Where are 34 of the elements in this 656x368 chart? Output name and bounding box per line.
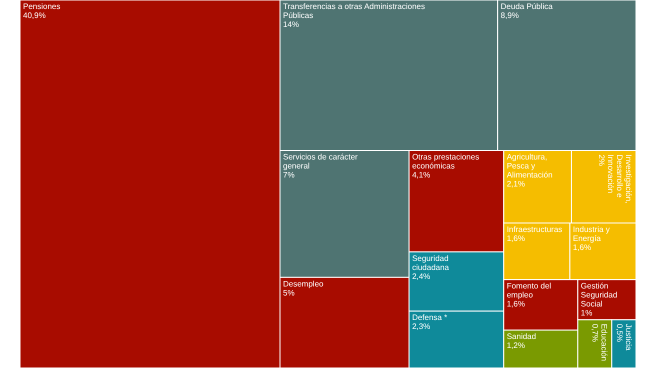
data-label: 1,2% xyxy=(506,341,525,350)
data-label: 2% xyxy=(597,154,606,166)
data-label: 1% xyxy=(580,308,592,318)
category-label: Seguridad ciudadana xyxy=(412,254,450,272)
category-label: Servicios de carácter general xyxy=(283,152,358,170)
data-label: 14% xyxy=(283,20,300,29)
data-label: 1,6% xyxy=(506,300,525,309)
data-label: 5% xyxy=(283,288,295,298)
data-label: 1,6% xyxy=(506,234,525,243)
data-label: 40,9% xyxy=(23,11,46,20)
category-label: Investigación, Desarrollo e Innovación xyxy=(606,154,633,204)
category-label: Transferencias a otras Administraciones Públicas xyxy=(283,2,426,20)
data-label: 7% xyxy=(283,170,295,180)
category-label: Deuda Pública xyxy=(500,2,554,11)
data-label: 2,1% xyxy=(506,179,525,188)
category-label: Defensa * xyxy=(412,313,448,322)
data-label: 8,9% xyxy=(500,11,519,20)
data-label: 0,5% xyxy=(615,324,624,342)
data-label: 2,4% xyxy=(412,272,430,281)
data-label: 1,6% xyxy=(572,242,592,252)
category-label: Infraestructuras xyxy=(506,224,562,234)
category-label: Pensiones xyxy=(23,2,60,11)
category-label: Gestión Seguridad Social xyxy=(580,282,618,309)
category-label: Industria y Energía xyxy=(572,224,610,243)
category-label: Educación xyxy=(600,324,609,362)
data-label: 4,1% xyxy=(412,170,430,180)
data-label: 2,3% xyxy=(412,322,430,332)
category-label: Sanidad xyxy=(506,332,536,342)
category-label: Agricultura, Pesca y Alimentación xyxy=(506,152,553,180)
category-label: Desempleo xyxy=(283,279,324,288)
category-label: Fomento del empleo xyxy=(506,282,552,300)
data-label: 0,7% xyxy=(590,324,600,342)
category-label: Otras prestaciones económicas xyxy=(412,152,480,170)
category-label: Justicia xyxy=(624,324,633,351)
